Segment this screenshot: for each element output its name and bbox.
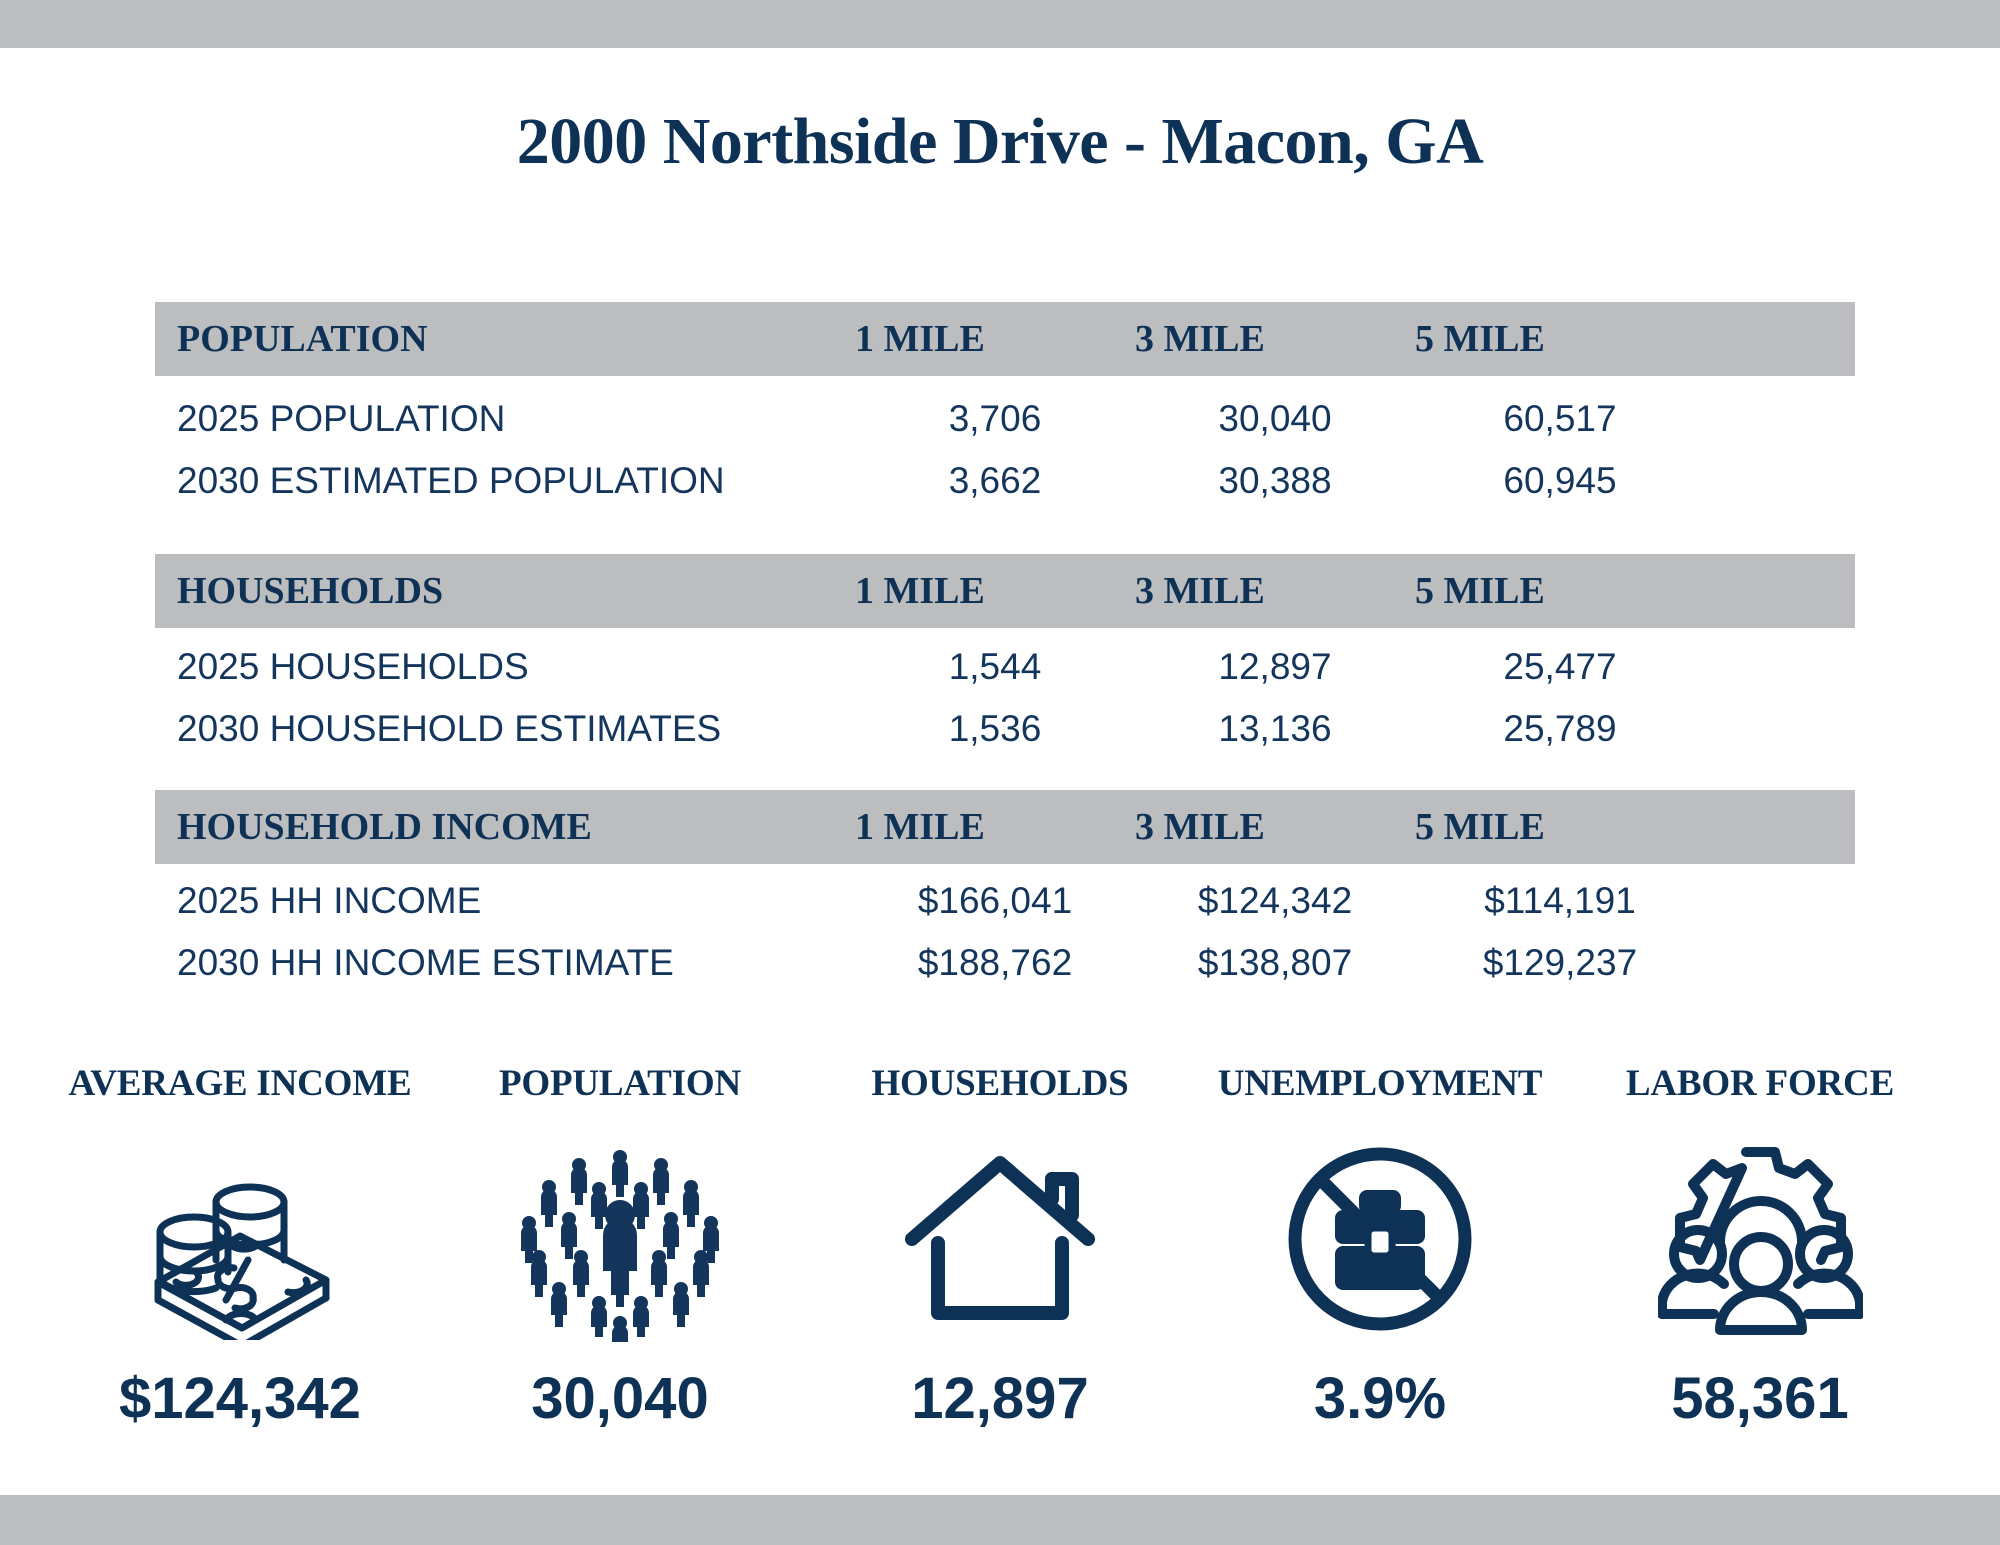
table-header-title: HOUSEHOLDS	[177, 570, 444, 612]
stat-value: $124,342	[119, 1366, 361, 1431]
table-section-household-income: HOUSEHOLD INCOME 1 MILE 3 MILE 5 MILE 20…	[155, 790, 1855, 994]
stat-labor-force: LABOR FORCE	[1575, 1062, 1945, 1432]
page-title: 2000 Northside Drive - Macon, GA	[516, 105, 1484, 178]
table-row: 2025 HOUSEHOLDS 1,544 12,897 25,477	[155, 636, 1855, 698]
stat-average-income: AVERAGE INCOME	[55, 1062, 425, 1432]
stat-households: HOUSEHOLDS 12,897	[815, 1062, 1185, 1432]
stat-label: LABOR FORCE	[1625, 1063, 1895, 1104]
stat-unemployment: UNEMPLOYMENT 3.9%	[1195, 1062, 1565, 1432]
people-gear-icon	[1575, 1132, 1945, 1347]
column-header-3-mile: 3 MILE	[1135, 318, 1265, 360]
column-header-1-mile: 1 MILE	[855, 806, 985, 848]
column-header-3-mile: 3 MILE	[1135, 570, 1265, 612]
stat-label: AVERAGE INCOME	[68, 1063, 412, 1104]
row-label: 2025 HH INCOME	[177, 880, 482, 921]
section-spacer	[155, 512, 1855, 554]
stat-label: POPULATION	[499, 1063, 741, 1104]
row-value-5-mile: 60,517	[1503, 398, 1617, 439]
row-label: 2025 HOUSEHOLDS	[177, 646, 529, 687]
stat-population: POPULATION	[435, 1062, 805, 1432]
row-label: 2030 HOUSEHOLD ESTIMATES	[177, 708, 722, 749]
table-header-title: POPULATION	[177, 318, 428, 360]
row-value-1-mile: 3,662	[948, 460, 1042, 501]
table-row: 2025 HH INCOME $166,041 $124,342 $114,19…	[155, 870, 1855, 932]
stat-label: HOUSEHOLDS	[871, 1063, 1129, 1104]
column-header-5-mile: 5 MILE	[1415, 806, 1545, 848]
table-header-population: POPULATION 1 MILE 3 MILE 5 MILE	[155, 302, 1855, 376]
table-header-title: HOUSEHOLD INCOME	[177, 806, 592, 848]
row-label: 2025 POPULATION	[177, 398, 506, 439]
row-value-5-mile: 25,477	[1503, 646, 1617, 687]
row-value-3-mile: $138,807	[1197, 942, 1353, 983]
house-icon	[815, 1132, 1185, 1347]
table-section-population: POPULATION 1 MILE 3 MILE 5 MILE 2025 POP…	[155, 302, 1855, 512]
column-header-1-mile: 1 MILE	[855, 570, 985, 612]
row-label: 2030 ESTIMATED POPULATION	[177, 460, 725, 501]
table-section-households: HOUSEHOLDS 1 MILE 3 MILE 5 MILE 2025 HOU…	[155, 554, 1855, 760]
column-header-1-mile: 1 MILE	[855, 318, 985, 360]
row-value-1-mile: 1,544	[948, 646, 1042, 687]
table-row: 2030 HOUSEHOLD ESTIMATES 1,536 13,136 25…	[155, 698, 1855, 760]
stat-value: 30,040	[531, 1366, 709, 1431]
row-value-1-mile: $188,762	[917, 942, 1073, 983]
stat-value: 12,897	[911, 1366, 1089, 1431]
row-value-5-mile: 60,945	[1503, 460, 1617, 501]
no-briefcase-icon	[1195, 1132, 1565, 1347]
row-value-5-mile: $129,237	[1482, 942, 1638, 983]
row-value-5-mile: $114,191	[1484, 880, 1636, 921]
table-row: 2025 POPULATION 3,706 30,040 60,517	[155, 388, 1855, 450]
row-label: 2030 HH INCOME ESTIMATE	[177, 942, 674, 983]
bottom-gray-band	[0, 1495, 2000, 1545]
top-gray-band	[0, 0, 2000, 48]
row-value-1-mile: $166,041	[917, 880, 1073, 921]
row-value-1-mile: 3,706	[948, 398, 1042, 439]
stat-value: 58,361	[1671, 1366, 1849, 1431]
section-spacer	[155, 760, 1855, 790]
row-value-3-mile: 30,388	[1218, 460, 1332, 501]
row-value-1-mile: 1,536	[948, 708, 1042, 749]
column-header-5-mile: 5 MILE	[1415, 570, 1545, 612]
row-value-3-mile: 12,897	[1218, 646, 1332, 687]
row-value-5-mile: 25,789	[1503, 708, 1617, 749]
table-header-household-income: HOUSEHOLD INCOME 1 MILE 3 MILE 5 MILE	[155, 790, 1855, 864]
row-value-3-mile: 13,136	[1218, 708, 1332, 749]
row-value-3-mile: $124,342	[1197, 880, 1353, 921]
table-row: 2030 ESTIMATED POPULATION 3,662 30,388 6…	[155, 450, 1855, 512]
crowd-people-icon	[435, 1132, 805, 1347]
money-stacks-icon	[55, 1132, 425, 1347]
stat-value: 3.9%	[1313, 1366, 1447, 1431]
table-header-households: HOUSEHOLDS 1 MILE 3 MILE 5 MILE	[155, 554, 1855, 628]
demographics-tables: POPULATION 1 MILE 3 MILE 5 MILE 2025 POP…	[155, 302, 1855, 994]
table-row: 2030 HH INCOME ESTIMATE $188,762 $138,80…	[155, 932, 1855, 994]
column-header-5-mile: 5 MILE	[1415, 318, 1545, 360]
row-value-3-mile: 30,040	[1218, 398, 1332, 439]
summary-stats-row: AVERAGE INCOME	[55, 1062, 1945, 1432]
column-header-3-mile: 3 MILE	[1135, 806, 1265, 848]
stat-label: UNEMPLOYMENT	[1217, 1063, 1543, 1104]
